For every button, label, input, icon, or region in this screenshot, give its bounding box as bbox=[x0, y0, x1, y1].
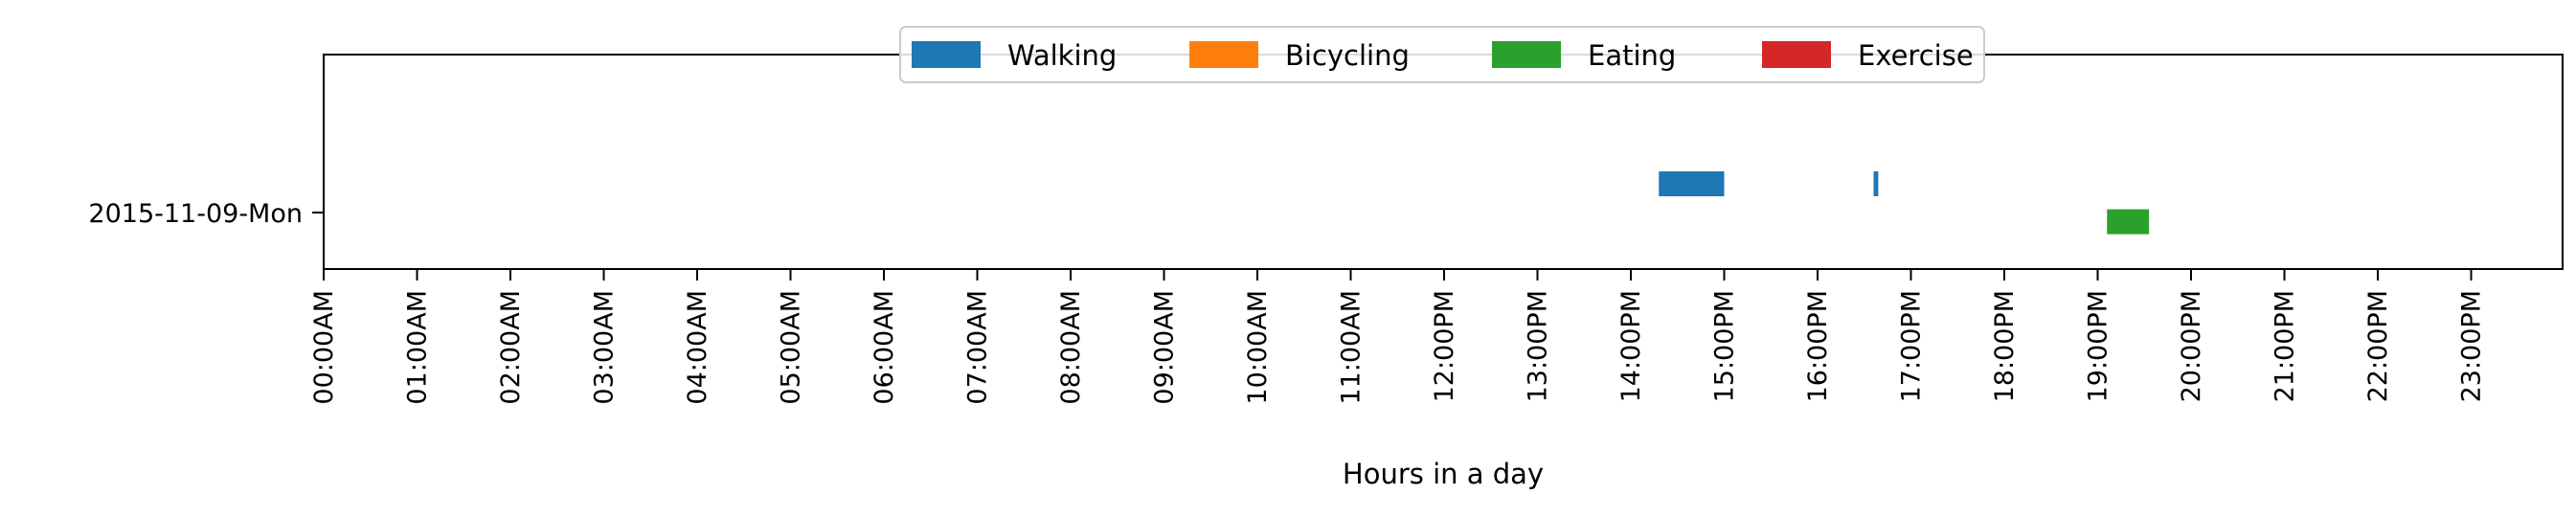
legend-label-bicycling: Bicycling bbox=[1285, 39, 1410, 72]
legend-label-exercise: Exercise bbox=[1858, 39, 1974, 72]
x-tick-label: 00:00AM bbox=[309, 290, 339, 405]
legend-swatch-exercise bbox=[1762, 41, 1831, 68]
x-tick-label: 16:00PM bbox=[1803, 290, 1833, 402]
x-tick-label: 22:00PM bbox=[2363, 290, 2393, 402]
plot-area bbox=[323, 54, 2564, 270]
y-axis: 2015-11-09-Mon bbox=[88, 199, 324, 229]
x-tick-label: 06:00AM bbox=[870, 290, 899, 405]
x-tick-label: 18:00PM bbox=[1990, 290, 2020, 402]
x-tick-label: 08:00AM bbox=[1056, 290, 1086, 405]
legend-swatch-walking bbox=[912, 41, 981, 68]
x-tick-label: 14:00PM bbox=[1616, 290, 1646, 402]
legend-label-walking: Walking bbox=[1007, 39, 1117, 72]
x-tick-label: 09:00AM bbox=[1150, 290, 1180, 405]
x-tick-label: 07:00AM bbox=[963, 290, 993, 405]
x-tick-label: 04:00AM bbox=[683, 290, 712, 405]
legend: Walking Bicycling Eating Exercise bbox=[899, 26, 1985, 83]
x-axis-label: Hours in a day bbox=[1343, 458, 1544, 490]
x-tick-label: 11:00AM bbox=[1337, 290, 1367, 405]
x-tick-label: 10:00AM bbox=[1243, 290, 1273, 405]
x-tick-label: 19:00PM bbox=[2084, 290, 2113, 402]
x-tick-label: 23:00PM bbox=[2457, 290, 2487, 402]
y-tick-label: 2015-11-09-Mon bbox=[88, 199, 303, 229]
x-tick-label: 03:00AM bbox=[590, 290, 620, 405]
legend-swatch-bicycling bbox=[1189, 41, 1258, 68]
activity-bar-walking bbox=[1873, 171, 1879, 196]
x-tick-label: 05:00AM bbox=[777, 290, 806, 405]
legend-frame bbox=[899, 26, 1985, 83]
x-tick-label: 13:00PM bbox=[1524, 290, 1553, 402]
x-tick-label: 12:00PM bbox=[1430, 290, 1459, 402]
activity-bar-walking bbox=[1659, 171, 1725, 196]
x-tick-label: 20:00PM bbox=[2177, 290, 2206, 402]
x-tick-label: 21:00PM bbox=[2271, 290, 2300, 402]
x-tick-label: 01:00AM bbox=[403, 290, 433, 405]
x-axis: 00:00AM 01:00AM 02:00AM 03:00AM 04:00AM 05:00… bbox=[309, 269, 2487, 405]
activity-bar-eating bbox=[2107, 209, 2150, 235]
legend-swatch-eating bbox=[1492, 41, 1561, 68]
x-tick-label: 15:00PM bbox=[1710, 290, 1740, 402]
x-tick-label: 02:00AM bbox=[496, 290, 526, 405]
legend-label-eating: Eating bbox=[1588, 39, 1676, 72]
x-tick-label: 17:00PM bbox=[1897, 290, 1927, 402]
bars-layer bbox=[1659, 171, 2150, 235]
